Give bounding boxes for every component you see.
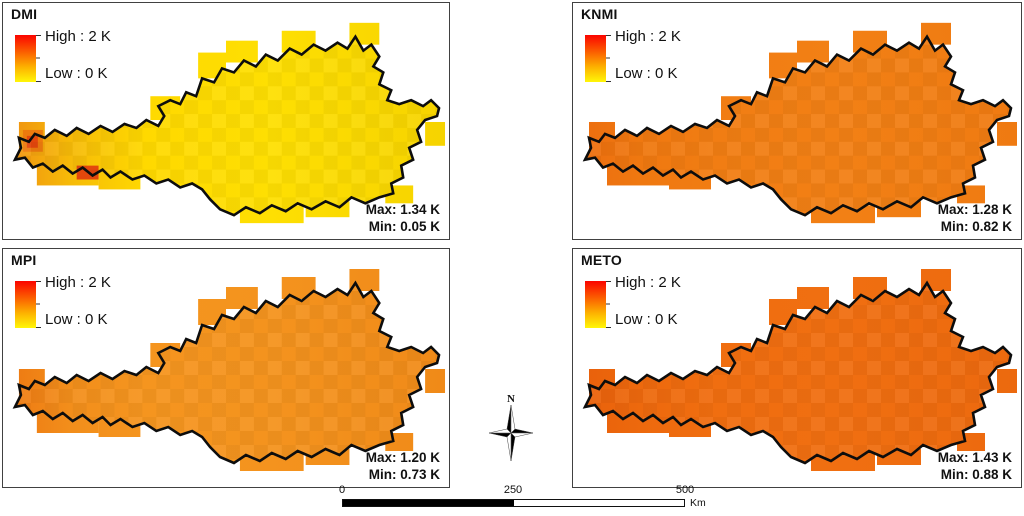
max-min-stats: Max: 1.28 K Min: 0.82 K	[938, 201, 1012, 235]
panel-title: METO	[581, 252, 622, 268]
scale-tick-250: 250	[503, 484, 523, 496]
max-value: Max: 1.28 K	[937, 202, 1012, 217]
legend-colorbar	[15, 281, 41, 328]
min-value: Min: 0.82 K	[940, 219, 1012, 234]
min-value: Min: 0.73 K	[368, 467, 440, 482]
scale-bar-track	[342, 499, 685, 507]
austria-map-meto	[583, 269, 1017, 471]
legend-high-label: High : 2 K	[45, 274, 111, 291]
panel-meto: METO High : 2 K Low : 0 K Max: 1.43 K Mi…	[572, 248, 1022, 488]
max-min-stats: Max: 1.20 K Min: 0.73 K	[366, 449, 440, 483]
austria-map-knmi	[583, 22, 1017, 224]
panel-title: MPI	[11, 252, 37, 268]
min-value: Min: 0.88 K	[940, 467, 1012, 482]
north-arrow: N	[487, 393, 535, 466]
panel-knmi: KNMI High : 2 K Low : 0 K Max: 1.28 K Mi…	[572, 2, 1022, 240]
legend-high-label: High : 2 K	[615, 28, 681, 45]
scale-unit-label: Km	[690, 497, 706, 509]
legend-colorbar	[15, 35, 41, 82]
austria-map-mpi	[13, 269, 446, 471]
min-value: Min: 0.05 K	[368, 219, 440, 234]
panel-mpi: MPI High : 2 K Low : 0 K Max: 1.20 K Min…	[2, 248, 450, 488]
scale-tick-0: 0	[338, 484, 346, 496]
legend-high-label: High : 2 K	[615, 274, 681, 291]
panel-dmi: DMI High : 2 K Low : 0 K Max: 1.34 K Min…	[2, 2, 450, 240]
austria-map-dmi	[13, 22, 446, 224]
legend-low-label: Low : 0 K	[615, 311, 678, 328]
compass-rose-icon	[488, 404, 534, 462]
panel-title: KNMI	[581, 6, 618, 22]
panel-title: DMI	[11, 6, 38, 22]
legend-low-label: Low : 0 K	[615, 65, 678, 82]
north-label: N	[507, 393, 515, 405]
legend-low-label: Low : 0 K	[45, 311, 108, 328]
max-value: Max: 1.43 K	[937, 450, 1012, 465]
scale-bar-filled-half	[343, 500, 514, 506]
scale-bar: 0 250 500 Km	[338, 484, 718, 512]
max-value: Max: 1.20 K	[365, 450, 440, 465]
max-min-stats: Max: 1.34 K Min: 0.05 K	[366, 201, 440, 235]
legend-colorbar	[585, 281, 611, 328]
scale-tick-500: 500	[675, 484, 695, 496]
legend-colorbar	[585, 35, 611, 82]
max-min-stats: Max: 1.43 K Min: 0.88 K	[938, 449, 1012, 483]
max-value: Max: 1.34 K	[365, 202, 440, 217]
legend-high-label: High : 2 K	[45, 28, 111, 45]
legend-low-label: Low : 0 K	[45, 65, 108, 82]
